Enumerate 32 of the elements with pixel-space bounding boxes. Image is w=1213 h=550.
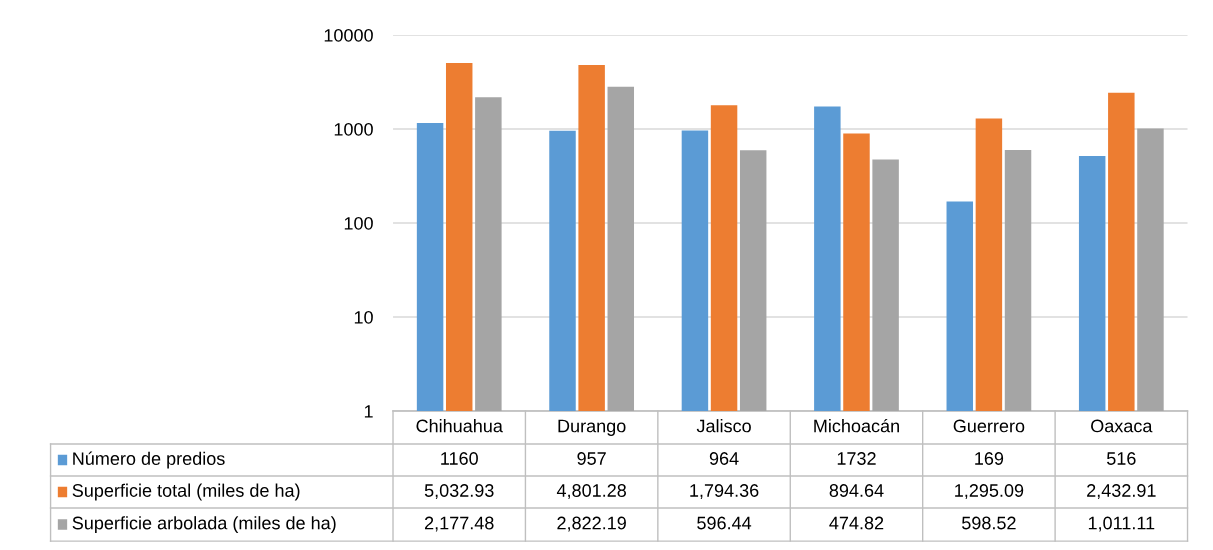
data-label: 5,032.93 (424, 484, 494, 500)
legend-label: Número de predios (73, 451, 225, 469)
x-tick-label: Guerrero (953, 419, 1025, 433)
y-tick-label: 10000 (324, 28, 373, 42)
data-label: 957 (577, 452, 606, 465)
data-label: 2,822.19 (557, 516, 626, 532)
y-tick-label: 1 (364, 405, 373, 418)
data-label: 598.52 (962, 516, 1016, 530)
y-tick-label: 1000 (334, 122, 373, 136)
data-label: 1732 (837, 452, 876, 465)
data-label: 894.64 (829, 484, 884, 497)
y-tick-label: 100 (344, 216, 373, 230)
legend-label: Superficie arbolada (miles de ha) (72, 516, 336, 533)
data-label: 1,295.09 (955, 484, 1024, 500)
x-tick-label: Jalisco (696, 419, 751, 433)
x-tick-label: Michoacán (814, 418, 899, 433)
data-label: 169 (975, 452, 1004, 465)
data-label: 2,177.48 (424, 516, 494, 532)
data-label: 516 (1106, 452, 1136, 465)
data-label: 2,432.91 (1087, 484, 1156, 500)
x-tick-label: Chihuahua (416, 419, 503, 433)
y-tick-label: 10 (354, 310, 373, 324)
data-label: 1,794.36 (690, 484, 759, 500)
data-label: 1160 (441, 452, 478, 465)
x-tick-label: Oaxaca (1091, 419, 1153, 433)
data-label: 964 (709, 452, 739, 465)
x-tick-label: Durango (558, 419, 626, 436)
data-label: 596.44 (697, 516, 752, 530)
data-label: 474.82 (829, 516, 884, 530)
data-label: 1,011.11 (1088, 516, 1155, 532)
legend-label: Superficie total (miles de ha) (72, 483, 300, 501)
data-label: 4,801.28 (556, 484, 626, 500)
